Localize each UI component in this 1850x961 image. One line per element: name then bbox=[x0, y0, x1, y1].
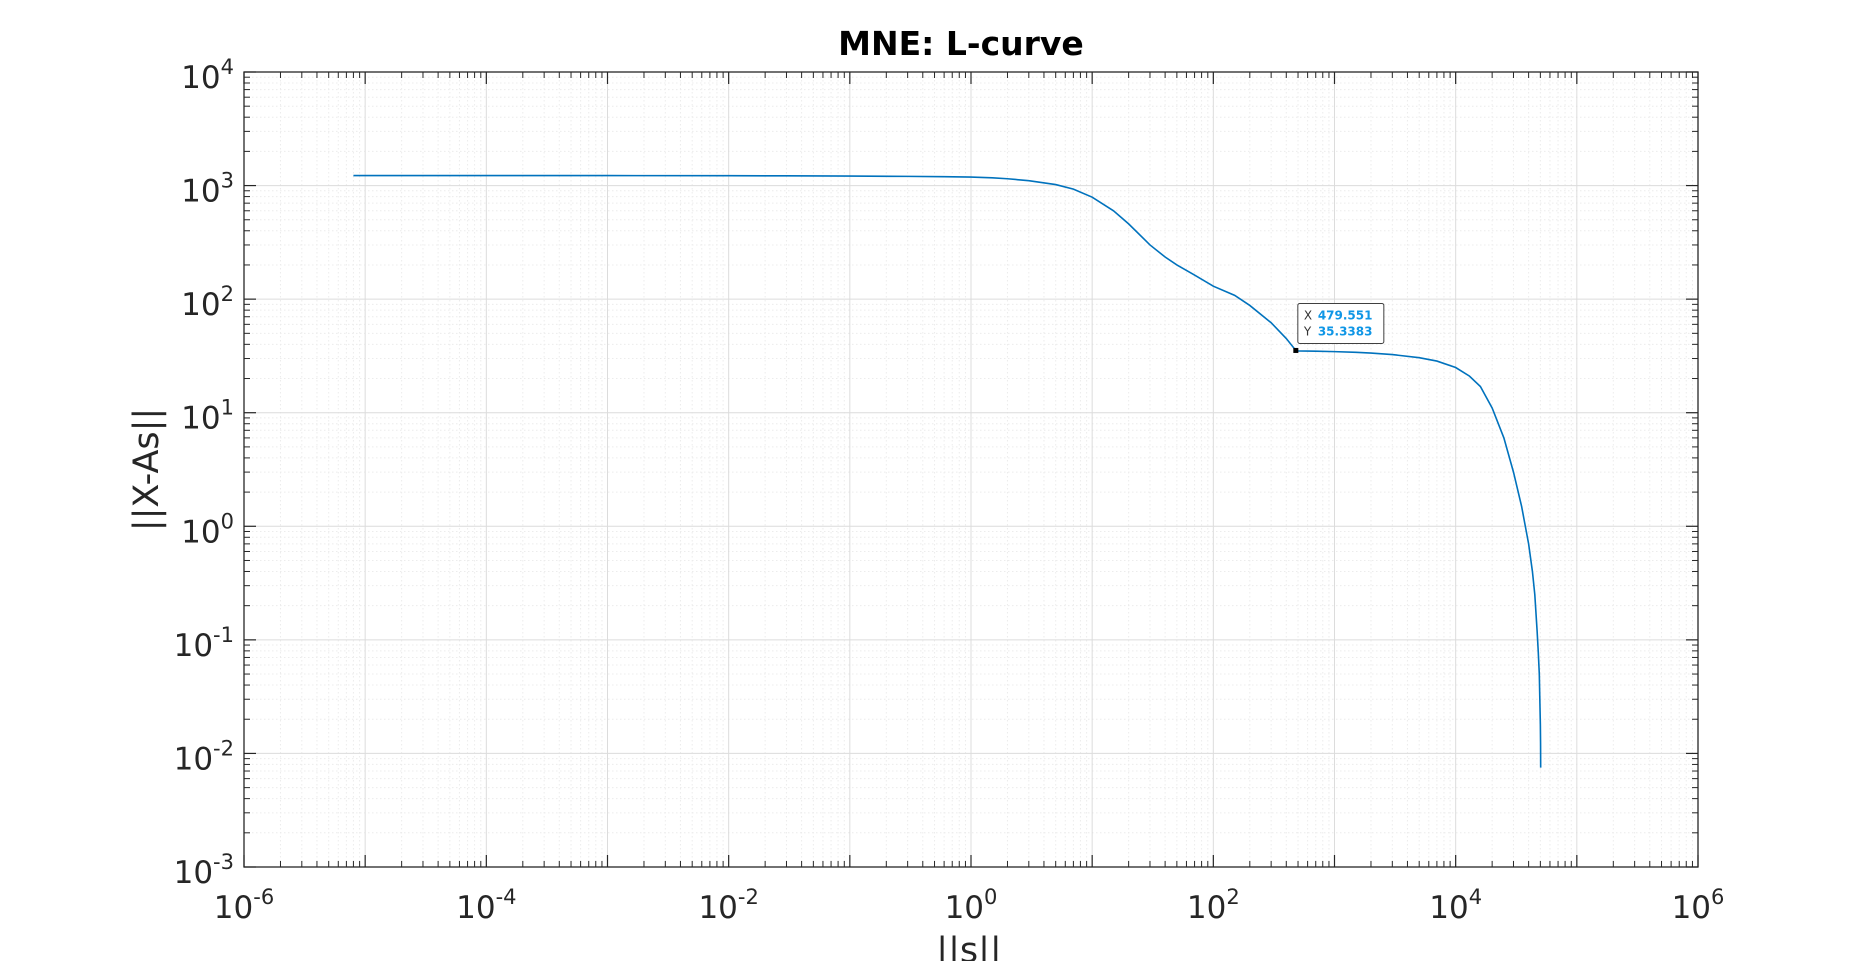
chart-title: MNE: L-curve bbox=[838, 24, 1084, 63]
data-tip-x-value: 479.551 bbox=[1318, 308, 1373, 322]
l-curve-line[interactable] bbox=[353, 174, 1542, 768]
data-tip-marker[interactable] bbox=[1293, 347, 1299, 353]
y-tick-label: 102 bbox=[181, 282, 234, 323]
y-tick-label: 104 bbox=[181, 55, 234, 96]
y-tick-label: 103 bbox=[181, 169, 234, 210]
x-tick-label: 104 bbox=[1429, 885, 1482, 926]
x-tick-labels: 10-6 10-4 10-2 100 102 104 106 bbox=[214, 885, 1725, 926]
x-axis-label: ||s|| bbox=[936, 931, 1001, 961]
y-tick-label: 10-1 bbox=[174, 623, 234, 664]
axis-ticks bbox=[243, 71, 1699, 868]
x-tick-label: 10-2 bbox=[698, 885, 758, 926]
y-tick-label: 101 bbox=[181, 396, 234, 437]
y-tick-label: 10-2 bbox=[174, 736, 234, 777]
data-tip[interactable]: X 479.551 Y 35.3383 bbox=[1293, 302, 1385, 353]
x-tick-label: 106 bbox=[1672, 885, 1725, 926]
y-axis-label: ||X-As|| bbox=[127, 408, 167, 531]
y-tick-label: 10-3 bbox=[174, 850, 234, 891]
y-tick-labels: 10-3 10-2 10-1 100 101 102 103 104 bbox=[174, 55, 234, 891]
x-tick-label: 10-4 bbox=[456, 885, 516, 926]
plot-area[interactable] bbox=[243, 71, 1699, 868]
data-tip-y-key: Y bbox=[1303, 324, 1312, 338]
data-tip-x-key: X bbox=[1304, 308, 1312, 322]
x-tick-label: 100 bbox=[945, 885, 998, 926]
data-tip-box[interactable] bbox=[1297, 302, 1385, 344]
minor-grid bbox=[244, 72, 1698, 867]
y-tick-label: 100 bbox=[181, 509, 234, 550]
x-tick-label: 10-6 bbox=[214, 885, 274, 926]
x-tick-label: 102 bbox=[1187, 885, 1240, 926]
data-tip-y-value: 35.3383 bbox=[1318, 324, 1373, 338]
